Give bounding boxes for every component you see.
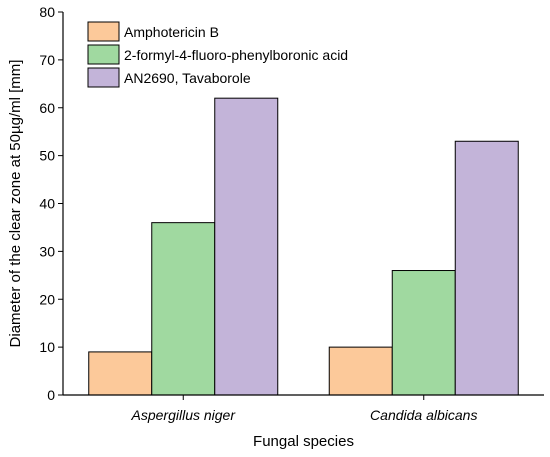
x-category-label: Aspergillus niger	[131, 407, 237, 423]
legend-swatch	[87, 67, 120, 88]
bar	[328, 346, 393, 396]
y-tick-label: 40	[39, 196, 55, 212]
y-tick-label: 10	[39, 339, 55, 355]
y-ticks-group: 0 10 20 30 40 50 60 70 80	[39, 4, 63, 403]
bar	[151, 222, 216, 396]
bar	[391, 270, 456, 396]
y-tick-label: 50	[39, 148, 55, 164]
legend-swatch	[87, 21, 120, 42]
bar	[88, 351, 153, 396]
x-category-label: Candida albicans	[370, 407, 477, 423]
y-tick-label: 70	[39, 52, 55, 68]
y-tick-label: 60	[39, 100, 55, 116]
legend-label: Amphotericin B	[124, 24, 219, 40]
bar	[214, 97, 279, 396]
y-tick-label: 30	[39, 243, 55, 259]
legend-label: AN2690, Tavaborole	[124, 70, 251, 86]
legend: Amphotericin B 2-formyl-4-fluoro-phenylbo…	[87, 21, 348, 88]
x-categories-group: Aspergillus niger Candida albicans	[131, 395, 477, 423]
x-axis-title: Fungal species	[253, 433, 354, 450]
legend-swatch	[87, 44, 120, 65]
y-tick-label: 20	[39, 291, 55, 307]
y-axis-title: Diameter of the clear zone at 50µg/ml [m…	[7, 60, 24, 348]
y-tick-label: 80	[39, 4, 55, 20]
bar	[454, 140, 519, 396]
bars-group	[88, 97, 519, 396]
y-tick-label: 0	[47, 387, 55, 403]
legend-label: 2-formyl-4-fluoro-phenylboronic acid	[124, 47, 348, 63]
